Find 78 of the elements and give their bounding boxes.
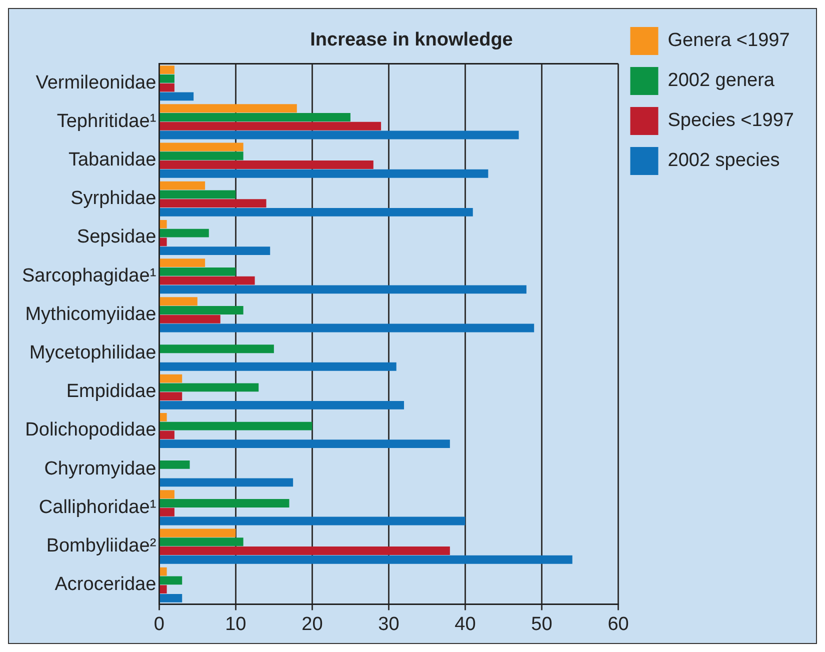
bar: [160, 199, 266, 208]
bar: [160, 130, 519, 140]
bar: [160, 422, 312, 430]
bar: [160, 508, 174, 516]
bar: [160, 412, 167, 422]
bar: [160, 276, 255, 285]
bar: [160, 228, 209, 238]
bar: [160, 440, 450, 448]
bar: [160, 567, 167, 576]
legend-label: 2002 species: [668, 150, 780, 172]
y-tick-label: Bombyliidae²: [46, 536, 156, 557]
x-tick-label: 40: [454, 614, 476, 635]
y-tick-label: Tephritidae¹: [56, 110, 156, 132]
bar: [160, 267, 236, 276]
legend-label: 2002 genera: [668, 70, 775, 92]
bar: [160, 460, 190, 469]
bar: [160, 122, 382, 130]
y-tick-label: Mythicomyiidae: [25, 304, 156, 325]
y-tick-label: Empididae: [66, 381, 156, 402]
y-tick-label: Tabanidae: [68, 150, 156, 171]
x-tick-label: 60: [608, 614, 629, 635]
bar: [160, 555, 572, 564]
bar: [160, 306, 244, 314]
bar: [160, 104, 297, 113]
y-tick-label: Calliphoridae¹: [38, 496, 156, 518]
bar: [160, 546, 450, 555]
bar: [160, 142, 244, 152]
bar: [160, 362, 396, 371]
bar: [160, 181, 206, 190]
bar: [160, 169, 488, 178]
bar: [160, 66, 174, 74]
bar: [160, 594, 182, 602]
bar: [160, 528, 236, 538]
y-tick-label: Chyromyidae: [44, 458, 156, 480]
x-tick-label: 30: [378, 614, 400, 635]
bar: [160, 344, 274, 354]
y-tick-label: Acroceridae: [54, 574, 156, 596]
y-tick-label: Mycetophilidae: [29, 342, 156, 364]
bar: [160, 246, 270, 256]
bar: [160, 258, 206, 267]
x-tick-label: 20: [302, 614, 323, 635]
bar: [160, 538, 244, 546]
bar: [160, 238, 167, 246]
bar: [160, 285, 526, 294]
bar: [160, 383, 259, 392]
legend-label: Species <1997: [668, 110, 794, 132]
bar: [160, 190, 236, 199]
bar: [160, 490, 174, 499]
bar: [160, 576, 182, 585]
bar: [160, 83, 174, 92]
bar: [160, 499, 290, 508]
bar: [160, 516, 466, 526]
bar: [160, 314, 220, 324]
bar: [160, 324, 534, 332]
bar: [160, 392, 182, 401]
bar: [160, 297, 198, 306]
bar: [160, 585, 167, 594]
bar: [160, 152, 244, 160]
bar: [160, 478, 294, 487]
chart-title: Increase in knowledge: [310, 30, 513, 51]
bar: [160, 430, 174, 440]
bar: [160, 374, 182, 383]
y-tick-label: Sepsidae: [76, 226, 156, 248]
x-tick-label: 50: [531, 614, 552, 635]
y-tick-label: Sarcophagidae¹: [22, 265, 156, 286]
y-tick-label: Vermileonidae: [36, 72, 156, 94]
bar: [160, 220, 167, 228]
bar: [160, 92, 194, 101]
x-tick-label: 0: [154, 614, 164, 635]
bar: [160, 74, 174, 83]
legend-label: Genera <1997: [668, 30, 790, 52]
y-tick-label: Dolichopodidae: [25, 420, 156, 441]
y-tick-label: Syrphidae: [70, 188, 156, 210]
bar: [160, 208, 473, 216]
bar: [160, 401, 404, 410]
bar: [160, 160, 374, 169]
x-tick-label: 10: [225, 614, 246, 635]
bar: [160, 113, 350, 122]
